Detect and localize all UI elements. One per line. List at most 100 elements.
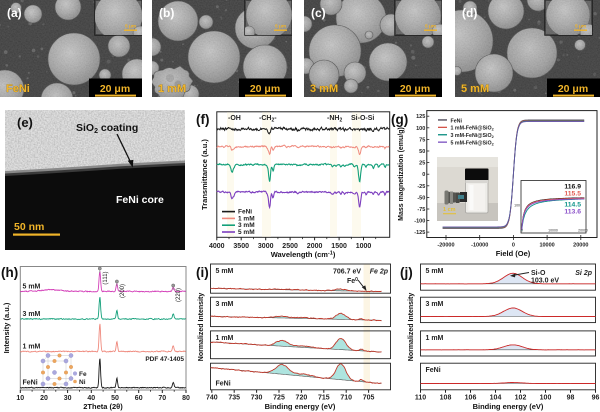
svg-text:30: 30 — [64, 395, 72, 402]
svg-text:40: 40 — [87, 395, 95, 402]
svg-text:10000: 10000 — [548, 229, 558, 233]
svg-text:10000: 10000 — [539, 243, 554, 249]
svg-text:110: 110 — [415, 395, 426, 402]
svg-text:730: 730 — [251, 395, 263, 402]
svg-text:5 mM: 5 mM — [426, 268, 444, 275]
svg-text:2500: 2500 — [282, 243, 298, 250]
svg-text:(c): (c) — [311, 6, 326, 20]
svg-text:96: 96 — [592, 395, 600, 402]
svg-text:Mass magnetization (emu/g): Mass magnetization (emu/g) — [398, 127, 405, 221]
svg-text:1 mM: 1 mM — [23, 344, 41, 351]
svg-text:Si-O: Si-O — [531, 270, 546, 277]
svg-text:3 mM: 3 mM — [23, 311, 41, 318]
svg-text:5 mM: 5 mM — [216, 268, 234, 275]
svg-text:2000: 2000 — [307, 243, 323, 250]
svg-text:720: 720 — [296, 395, 308, 402]
svg-text:(200): (200) — [120, 284, 126, 298]
svg-text:FeNi: FeNi — [23, 380, 38, 387]
svg-text:3 mM: 3 mM — [216, 301, 234, 308]
svg-text:Normalized Intensity: Normalized Intensity — [198, 293, 205, 362]
svg-text:FeNi core: FeNi core — [116, 194, 164, 206]
svg-text:102: 102 — [515, 395, 527, 402]
svg-text:(h): (h) — [1, 265, 18, 280]
svg-text:Normalized Intensity: Normalized Intensity — [408, 293, 415, 362]
svg-text:100: 100 — [514, 204, 520, 208]
svg-text:20000: 20000 — [578, 229, 588, 233]
svg-text:(220): (220) — [176, 288, 182, 302]
svg-text:5 mM: 5 mM — [23, 284, 41, 291]
svg-text:Transmittance (a.u.): Transmittance (a.u.) — [200, 139, 209, 210]
svg-text:114.5: 114.5 — [564, 202, 581, 209]
svg-text:10: 10 — [16, 395, 24, 402]
svg-text:20 μm: 20 μm — [558, 83, 588, 95]
svg-text:FeNi: FeNi — [6, 83, 30, 95]
svg-text:5 μm: 5 μm — [275, 24, 286, 30]
svg-text:20 μm: 20 μm — [100, 83, 130, 95]
svg-text:20 μm: 20 μm — [250, 83, 280, 95]
svg-text:3 mM: 3 mM — [426, 301, 444, 308]
svg-text:(e): (e) — [17, 115, 33, 130]
svg-text:(i): (i) — [196, 265, 209, 280]
svg-text:Ni: Ni — [79, 379, 86, 386]
svg-text:-CH2-: -CH2- — [259, 115, 277, 124]
svg-text:705: 705 — [363, 395, 375, 402]
svg-text:FeNi: FeNi — [238, 209, 252, 216]
svg-text:715: 715 — [318, 395, 330, 402]
svg-text:1 mM: 1 mM — [216, 335, 234, 342]
svg-text:2Theta (2θ): 2Theta (2θ) — [83, 402, 123, 411]
svg-text:20: 20 — [40, 395, 48, 402]
svg-text:1000: 1000 — [356, 243, 372, 250]
svg-text:5 mM-FeNi@SiO2: 5 mM-FeNi@SiO2 — [451, 141, 494, 147]
svg-text:(j): (j) — [400, 265, 413, 280]
svg-text:Fe: Fe — [79, 371, 87, 378]
svg-text:1 mM: 1 mM — [238, 215, 255, 222]
svg-text:104: 104 — [490, 395, 502, 402]
svg-text:(111): (111) — [103, 271, 109, 284]
svg-text:5 μm: 5 μm — [425, 24, 436, 30]
svg-text:(d): (d) — [462, 6, 477, 20]
svg-text:(b): (b) — [159, 6, 174, 20]
svg-text:725: 725 — [273, 395, 285, 402]
svg-text:50: 50 — [419, 149, 425, 155]
svg-text:1500: 1500 — [331, 243, 347, 250]
svg-text:Si 2p: Si 2p — [575, 270, 592, 277]
svg-text:50: 50 — [111, 395, 119, 402]
svg-text:PDF 47-1405: PDF 47-1405 — [145, 356, 184, 363]
svg-text:735: 735 — [228, 395, 240, 402]
svg-text:-75: -75 — [417, 207, 425, 213]
svg-text:Fe0: Fe0 — [347, 277, 358, 285]
svg-text:25: 25 — [419, 161, 425, 167]
svg-text:5 μm: 5 μm — [125, 24, 136, 30]
svg-text:3 mM: 3 mM — [310, 83, 338, 95]
svg-text:3 mM-FeNi@SiO2: 3 mM-FeNi@SiO2 — [451, 133, 494, 139]
svg-text:(a): (a) — [7, 6, 22, 20]
svg-text:100: 100 — [540, 395, 552, 402]
svg-text:113.6: 113.6 — [564, 208, 581, 215]
svg-text:1 cm: 1 cm — [443, 207, 456, 213]
svg-text:50 nm: 50 nm — [14, 221, 44, 233]
svg-text:Intensity (a.u.): Intensity (a.u.) — [2, 302, 11, 353]
svg-text:0: 0 — [422, 172, 425, 178]
svg-text:5 μm: 5 μm — [575, 24, 586, 30]
svg-text:3 mM: 3 mM — [238, 222, 255, 229]
svg-text:70: 70 — [158, 395, 166, 402]
svg-text:-125: -125 — [414, 230, 425, 236]
svg-text:0: 0 — [521, 229, 523, 233]
svg-text:740: 740 — [206, 395, 218, 402]
svg-text:Si-O-Si: Si-O-Si — [351, 115, 374, 122]
svg-text:-100: -100 — [414, 219, 425, 225]
svg-text:Binding energy (eV): Binding energy (eV) — [473, 402, 544, 411]
svg-text:-10000: -10000 — [471, 243, 488, 249]
svg-text:1 mM-FeNi@SiO2: 1 mM-FeNi@SiO2 — [451, 126, 494, 132]
svg-text:-NH2: -NH2 — [327, 115, 342, 124]
svg-text:106: 106 — [465, 395, 477, 402]
svg-text:FeNi: FeNi — [426, 367, 441, 374]
svg-text:1 mM: 1 mM — [158, 83, 186, 95]
svg-text:-OH: -OH — [228, 115, 241, 122]
svg-text:SiO2 coating: SiO2 coating — [76, 122, 138, 135]
svg-text:-25: -25 — [417, 184, 425, 190]
svg-text:1 mM: 1 mM — [426, 335, 444, 342]
svg-text:-50: -50 — [417, 195, 425, 201]
svg-text:3500: 3500 — [233, 243, 249, 250]
svg-text:5 mM: 5 mM — [461, 83, 489, 95]
